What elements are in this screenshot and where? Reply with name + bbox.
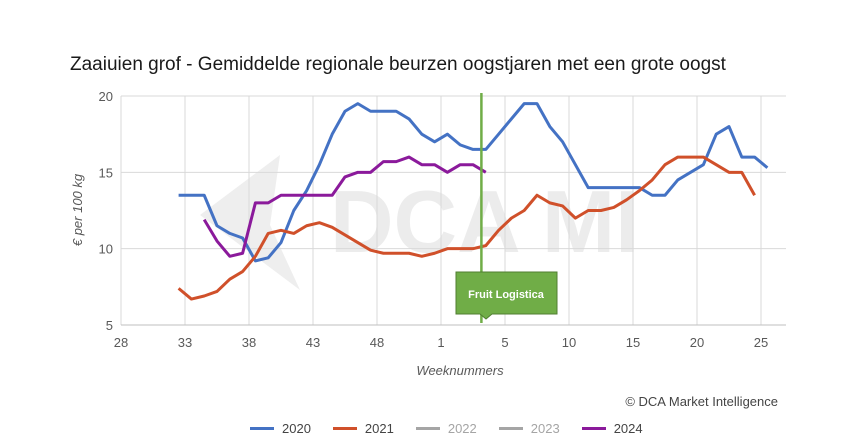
legend-label: 2022: [447, 421, 477, 436]
legend-swatch: [250, 427, 274, 430]
legend-label: 2023: [530, 421, 560, 436]
x-tick-label: 48: [370, 335, 384, 350]
y-tick-label: 10: [99, 242, 113, 257]
series-line-2020: [178, 102, 769, 263]
annotation-label: Fruit Logistica: [468, 289, 545, 301]
legend-item-2022: 2022: [415, 421, 477, 436]
x-axis-label: Weeknummers: [416, 363, 504, 378]
legend-label: 2021: [364, 421, 394, 436]
copyright: © DCA Market Intelligence: [625, 394, 778, 409]
legend-swatch: [581, 427, 606, 430]
x-tick-label: 5: [501, 335, 508, 350]
x-tick-label: 28: [114, 335, 128, 350]
y-tick-label: 15: [99, 165, 113, 180]
series-line-2021: [177, 155, 756, 301]
y-tick-label: 20: [99, 89, 113, 104]
series-line-2024: [202, 155, 487, 258]
legend-label: 2024: [613, 421, 643, 436]
x-tick-label: 43: [306, 335, 320, 350]
x-tick-label: 10: [562, 335, 576, 350]
x-tick-label: 38: [242, 335, 256, 350]
legend: 2020 2021 2022 2023 2024: [250, 421, 643, 436]
x-tick-label: 15: [626, 335, 640, 350]
legend-item-2023: 2023: [498, 421, 560, 436]
y-axis-label: € per 100 kg: [70, 173, 85, 246]
legend-item-2024: 2024: [581, 421, 643, 436]
annotation-box: [455, 271, 558, 320]
x-tick-label: 1: [437, 335, 444, 350]
chart-title: Zaaiuien grof - Gemiddelde regionale beu…: [70, 54, 726, 75]
legend-swatch: [415, 427, 440, 430]
x-tick-label: 20: [690, 335, 704, 350]
legend-label: 2020: [282, 421, 311, 436]
legend-swatch: [498, 427, 523, 430]
x-tick-label: 33: [178, 335, 192, 350]
legend-item-2021: 2021: [332, 421, 394, 436]
y-tick-label: 5: [106, 318, 113, 333]
legend-swatch: [332, 427, 357, 430]
x-tick-label: 25: [754, 335, 768, 350]
legend-item-2020: 2020: [250, 421, 311, 436]
